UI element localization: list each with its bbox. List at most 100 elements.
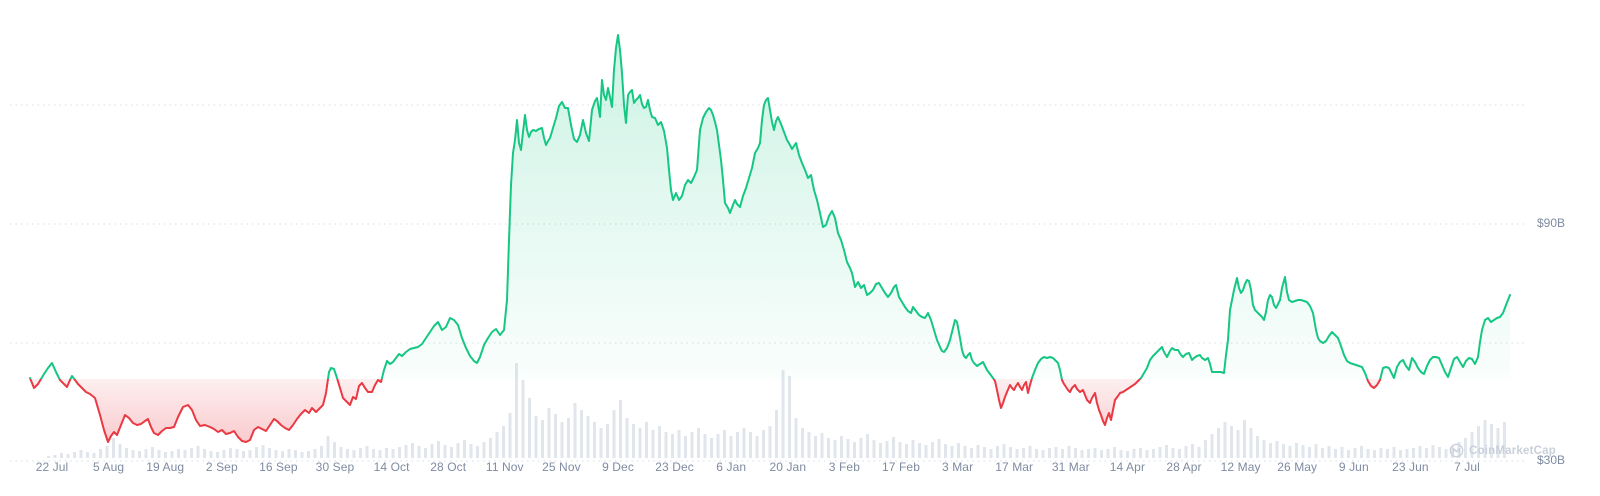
x-tick-label: 12 May	[1220, 460, 1261, 474]
volume-bar	[716, 434, 720, 458]
volume-bar	[567, 418, 570, 458]
volume-bar	[1399, 450, 1402, 458]
volume-bar	[1178, 449, 1181, 458]
volume-bar	[144, 449, 148, 458]
volume-bar	[950, 446, 954, 458]
volume-bar	[1301, 445, 1305, 458]
volume-bar	[359, 448, 362, 458]
volume-bar	[1275, 441, 1279, 458]
volume-bar	[1126, 451, 1129, 458]
volume-bar	[827, 438, 830, 458]
volume-bar	[983, 447, 986, 458]
volume-bar	[1262, 440, 1266, 458]
volume-bar	[196, 446, 200, 458]
volume-bar	[1204, 440, 1207, 458]
volume-bar	[833, 440, 837, 458]
volume-bar	[1022, 448, 1025, 458]
volume-bar	[924, 445, 928, 458]
volume-bar	[242, 451, 245, 458]
volume-bar	[1009, 447, 1012, 458]
volume-bar	[1418, 446, 1422, 458]
volume-bar	[183, 450, 187, 458]
volume-bar	[1074, 448, 1077, 458]
volume-bar	[970, 448, 973, 458]
volume-bar	[898, 442, 902, 458]
volume-bar	[1106, 449, 1110, 458]
volume-bar	[1139, 448, 1142, 458]
area-fill-below-baseline	[30, 379, 1510, 442]
volume-bar	[788, 376, 791, 458]
area-fill-above-baseline	[30, 35, 1510, 379]
volume-bar	[1412, 448, 1415, 458]
volume-bar	[385, 448, 388, 458]
volume-bar	[521, 380, 525, 458]
volume-bar	[60, 453, 63, 458]
volume-bar	[1496, 428, 1500, 458]
volume-bar	[1191, 444, 1194, 458]
volume-bar	[229, 448, 232, 458]
volume-bar	[508, 413, 512, 458]
volume-bar	[73, 452, 76, 458]
volume-bar	[1087, 449, 1090, 458]
volume-bar	[1113, 447, 1116, 458]
x-tick-label: 9 Dec	[602, 460, 634, 474]
x-tick-label: 3 Mar	[942, 460, 974, 474]
volume-bar	[456, 443, 460, 458]
volume-bar	[300, 452, 304, 458]
volume-bar	[1152, 449, 1155, 458]
volume-bar	[781, 370, 785, 458]
coinmarketcap-watermark: CoinMarketCap	[1449, 443, 1556, 458]
x-tick-label: 16 Sep	[259, 460, 298, 474]
x-tick-label: 28 Oct	[430, 460, 467, 474]
volume-bar	[768, 426, 772, 458]
volume-bar	[1405, 449, 1409, 458]
volume-bar	[736, 432, 739, 458]
volume-bar	[976, 445, 980, 458]
volume-bar	[86, 452, 89, 458]
volume-bar	[1002, 444, 1006, 458]
volume-bar	[177, 449, 180, 458]
volume-bar	[820, 433, 824, 458]
volume-bar	[515, 363, 518, 458]
volume-bar	[1243, 420, 1246, 458]
volume-bar	[1477, 426, 1480, 458]
volume-bar	[671, 434, 674, 458]
volume-bar	[1444, 449, 1448, 458]
volume-bar	[443, 445, 447, 458]
volume-bar	[1425, 448, 1428, 458]
volume-bar	[554, 414, 557, 458]
volume-bar	[859, 438, 863, 458]
volume-bar	[222, 450, 226, 458]
volume-bar	[541, 420, 544, 458]
volume-bar	[346, 449, 349, 458]
volume-bar	[586, 416, 590, 458]
volume-bar	[690, 432, 694, 458]
volume-bar	[989, 449, 993, 458]
volume-bar	[703, 434, 707, 458]
volume-bar	[47, 456, 50, 458]
volume-bar	[931, 442, 934, 458]
volume-bar	[651, 430, 655, 458]
volume-bar	[482, 442, 486, 458]
volume-bar	[1470, 432, 1474, 458]
volume-bar	[339, 447, 343, 458]
volume-bar	[313, 449, 317, 458]
x-tick-label: 26 May	[1277, 460, 1318, 474]
volume-bar	[755, 436, 759, 458]
volume-bar	[430, 444, 434, 458]
volume-bar	[1048, 448, 1051, 458]
volume-bar	[638, 428, 642, 458]
volume-bar	[1503, 422, 1506, 458]
volume-bar	[333, 442, 336, 458]
volume-bar	[1132, 449, 1136, 458]
volume-bar	[710, 438, 713, 458]
x-tick-label: 17 Feb	[882, 460, 920, 474]
volume-bar	[378, 450, 382, 458]
volume-bar	[1386, 449, 1389, 458]
volume-bar	[619, 400, 622, 458]
volume-bar	[729, 436, 733, 458]
x-tick-label: 25 Nov	[542, 460, 581, 474]
volume-bar	[963, 446, 967, 458]
